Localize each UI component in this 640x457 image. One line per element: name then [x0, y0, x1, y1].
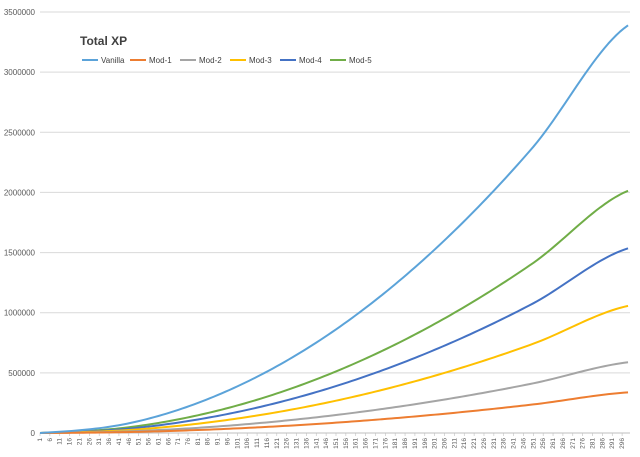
x-tick-label: 26 [86, 438, 93, 446]
x-tick-label: 291 [609, 438, 616, 449]
x-tick-label: 241 [511, 438, 518, 449]
x-tick-label: 206 [442, 438, 449, 449]
x-tick-label: 116 [264, 438, 271, 449]
x-tick-label: 46 [126, 438, 133, 446]
x-tick-label: 221 [471, 438, 478, 449]
y-tick-label: 3000000 [4, 68, 36, 77]
x-tick-label: 261 [550, 438, 557, 449]
x-tick-label: 86 [205, 438, 212, 446]
y-tick-label: 500000 [8, 369, 35, 378]
legend-label: Mod-2 [199, 56, 222, 65]
x-tick-label: 66 [165, 438, 172, 446]
y-tick-label: 2000000 [4, 188, 36, 197]
y-tick-label: 1500000 [4, 249, 36, 258]
x-tick-label: 251 [530, 438, 537, 449]
x-tick-label: 151 [333, 438, 340, 449]
y-tick-label: 1000000 [4, 309, 36, 318]
y-axis-ticks: 0 500000 1000000 1500000 2000000 2500000 30000… [4, 8, 36, 438]
legend: Vanilla Mod-1 Mod-2 Mod-3 Mod-4 Mod-5 [82, 56, 372, 65]
x-tick-label: 211 [451, 438, 458, 449]
legend-label: Mod-5 [349, 56, 372, 65]
x-tick-label: 181 [392, 438, 399, 449]
x-tick-label: 96 [224, 438, 231, 446]
x-tick-label: 226 [481, 438, 488, 449]
x-tick-label: 126 [284, 438, 291, 449]
x-tick-label: 141 [313, 438, 320, 449]
x-tick-label: 11 [57, 438, 64, 445]
x-tick-label: 196 [422, 438, 429, 449]
x-tick-label: 81 [195, 438, 202, 446]
x-tick-label: 31 [96, 438, 103, 446]
x-tick-label: 296 [619, 438, 626, 449]
legend-label: Mod-4 [299, 56, 322, 65]
gridlines [40, 11, 630, 374]
x-tick-label: 121 [274, 438, 281, 449]
x-tick-label: 201 [432, 438, 439, 449]
x-tick-label: 281 [590, 438, 597, 449]
x-tick-label: 156 [343, 438, 350, 449]
x-tick-label: 41 [116, 438, 123, 446]
legend-label: Mod-1 [149, 56, 172, 65]
x-tick-label: 256 [540, 438, 547, 449]
series-line-vanilla [39, 24, 629, 434]
x-tick-label: 136 [303, 438, 310, 449]
x-tick-label: 266 [560, 438, 567, 449]
series-line-mod-1 [39, 391, 629, 434]
x-tick-label: 51 [136, 438, 143, 446]
x-tick-label: 21 [76, 438, 83, 446]
x-tick-label: 111 [254, 438, 261, 448]
x-tick-label: 216 [461, 438, 468, 449]
x-tick-label: 146 [323, 438, 330, 449]
x-tick-label: 61 [155, 438, 162, 446]
chart-title: Total XP [80, 34, 127, 48]
legend-label: Vanilla [101, 56, 125, 65]
x-tick-label: 131 [294, 438, 301, 449]
x-tick-label: 56 [146, 438, 153, 446]
x-tick-label: 36 [106, 438, 113, 446]
x-tick-label: 16 [67, 438, 74, 446]
series-line-mod-5 [39, 189, 629, 434]
x-axis-ticks: 1 6 11 16 21 26 31 36 41 46 51 56 61 66 71 76 81 86 91 96 10… [37, 433, 626, 449]
x-tick-label: 6 [47, 438, 54, 442]
x-tick-label: 166 [363, 438, 370, 449]
series-line-mod-3 [39, 304, 629, 434]
x-tick-label: 176 [382, 438, 389, 449]
x-tick-label: 286 [599, 438, 606, 449]
x-tick-label: 71 [175, 438, 182, 446]
legend-label: Mod-3 [249, 56, 272, 65]
x-tick-label: 91 [215, 438, 222, 446]
x-tick-label: 276 [580, 438, 587, 449]
x-tick-label: 271 [570, 438, 577, 449]
x-tick-label: 1 [37, 438, 44, 442]
y-tick-label: 2500000 [4, 128, 36, 137]
x-tick-label: 161 [353, 438, 360, 449]
x-tick-label: 101 [234, 438, 241, 449]
y-tick-label: 0 [31, 429, 36, 438]
y-tick-label: 3500000 [4, 8, 36, 17]
series-lines [39, 24, 629, 434]
series-line-mod-4 [39, 247, 629, 434]
x-tick-label: 231 [491, 438, 498, 449]
x-tick-label: 236 [501, 438, 508, 449]
x-tick-label: 191 [412, 438, 419, 449]
x-tick-label: 186 [402, 438, 409, 449]
x-tick-label: 171 [372, 438, 379, 449]
x-tick-label: 106 [244, 438, 251, 449]
x-tick-label: 76 [185, 438, 192, 446]
x-tick-label: 246 [520, 438, 527, 449]
